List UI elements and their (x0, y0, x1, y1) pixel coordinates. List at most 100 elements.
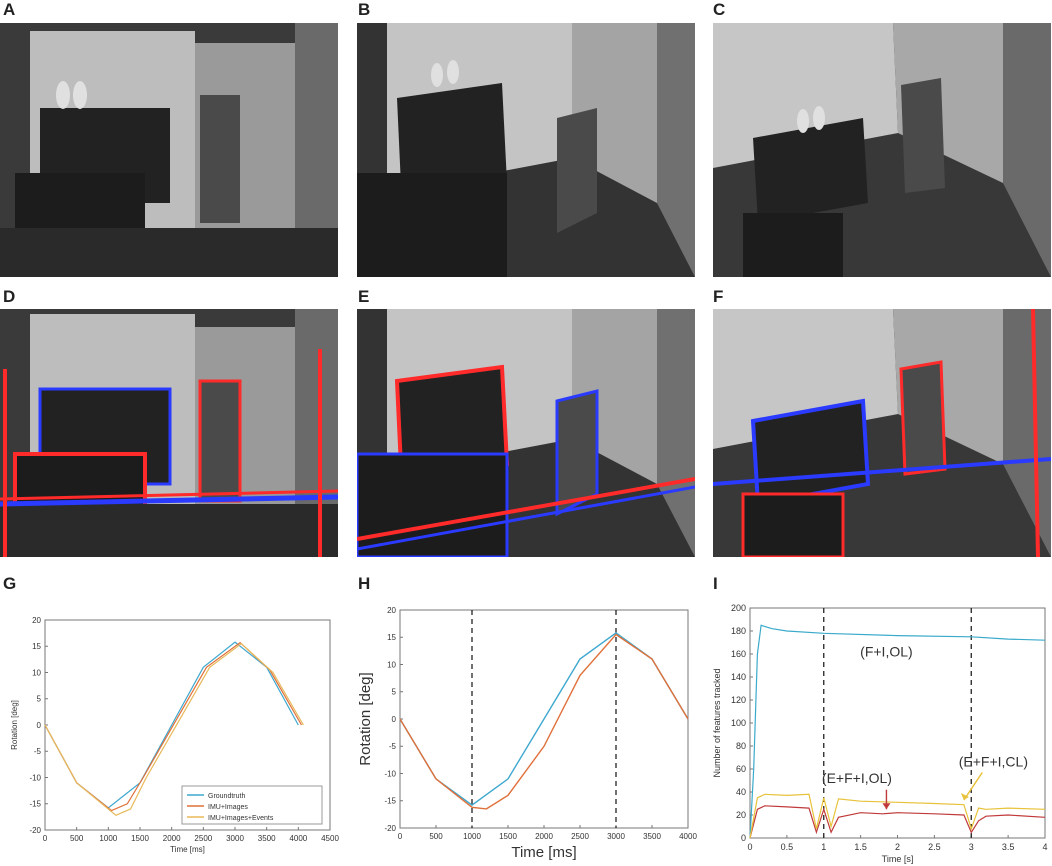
event-overlay-panel-f (713, 309, 1051, 557)
x-tick-label: 2000 (535, 832, 553, 841)
panel-label-c: C (713, 0, 726, 19)
y-tick-label: 120 (731, 695, 746, 705)
features-chart-i-svg: 0 0.5 1 1.5 2 2.5 3 3.5 402040608010012014016018… (712, 603, 1048, 864)
x-tick-label: 1.5 (854, 842, 867, 852)
x-tick-label: 3000 (226, 834, 244, 843)
y-tick-label: -15 (384, 797, 396, 806)
y-tick-label: -20 (29, 826, 41, 835)
x-tick-label: 0.5 (781, 842, 794, 852)
series-annotation-3: (E+F+I,CL) (959, 754, 1028, 770)
x-tick-label: 1000 (99, 834, 117, 843)
y-axis-label: Rotation [deg] (357, 672, 374, 765)
x-tick-label: 1 (821, 842, 826, 852)
y-axis-label: Rotation [deg] (10, 700, 19, 750)
x-axis-label: Time [ms] (511, 844, 576, 861)
rotation-chart-g: 0 500 1000 1500 2000 2500 3000 3500 4000 4500 -20 -… (0, 600, 340, 866)
x-tick-label: 0 (43, 834, 48, 843)
annotation-arrowhead-ol (882, 803, 891, 810)
plot-area (749, 607, 1046, 839)
y-tick-label: 140 (731, 672, 746, 682)
series-line-2 (399, 633, 689, 810)
x-tick-label: 2000 (163, 834, 181, 843)
x-axis-label: Time [s] (882, 854, 914, 864)
x-tick-label: 4000 (289, 834, 307, 843)
y-tick-label: 5 (392, 688, 397, 697)
panel-label-h: H (358, 574, 371, 593)
rotation-chart-h: 0 500 1000 1500 2000 2500 3000 3500 4000 -20 -15 -1… (357, 600, 697, 866)
event-overlay-panel-d (0, 309, 338, 557)
rotation-chart-g-svg: 0 500 1000 1500 2000 2500 3000 3500 4000 4500 -20 -… (10, 616, 339, 854)
series-line-3 (749, 793, 1046, 839)
event-overlay-panel-e (357, 309, 695, 557)
x-tick-label: 3500 (643, 832, 661, 841)
room-scene-b (357, 23, 695, 277)
x-tick-label: 500 (429, 832, 443, 841)
x-tick-label: 2500 (194, 834, 212, 843)
x-tick-label: 4000 (679, 832, 697, 841)
y-tick-label: 60 (736, 764, 746, 774)
y-tick-label: 15 (32, 642, 41, 651)
y-tick-label: 0 (741, 833, 746, 843)
y-tick-label: 10 (387, 660, 396, 669)
event-scene-f (713, 309, 1051, 557)
y-tick-label: 20 (387, 606, 396, 615)
y-tick-label: 80 (736, 741, 746, 751)
x-tick-label: 0 (398, 832, 403, 841)
legend-entry: Groundtruth (208, 793, 245, 800)
y-tick-label: -15 (29, 800, 41, 809)
legend-box (181, 785, 323, 825)
series-annotation-1: (F+I,OL) (860, 643, 913, 659)
y-tick-label: -10 (29, 773, 41, 782)
x-tick-label: 2500 (571, 832, 589, 841)
x-tick-label: 3000 (607, 832, 625, 841)
y-tick-label: 5 (37, 695, 42, 704)
x-tick-label: 1500 (131, 834, 149, 843)
annotation-arrow-cl (963, 772, 983, 801)
y-tick-label: -20 (384, 824, 396, 833)
y-tick-label: 0 (392, 715, 397, 724)
y-tick-label: -5 (34, 747, 42, 756)
x-tick-label: 0 (747, 842, 752, 852)
y-tick-label: 20 (736, 810, 746, 820)
y-tick-label: 200 (731, 603, 746, 613)
features-chart-i: 0 0.5 1 1.5 2 2.5 3 3.5 4 0 20 40 60 80 100 120 140 160 18… (705, 598, 1052, 866)
x-tick-label: 4500 (321, 834, 339, 843)
y-tick-label: 15 (387, 633, 396, 642)
series-annotation-2: (E+F+I,OL) (822, 770, 892, 786)
panel-label-a: A (3, 0, 16, 19)
x-tick-label: 4 (1042, 842, 1047, 852)
panel-label-b: B (358, 0, 371, 19)
x-tick-label: 1500 (499, 832, 517, 841)
room-scene-c (713, 23, 1051, 277)
panel-label-f: F (713, 287, 724, 306)
x-tick-label: 3500 (258, 834, 276, 843)
room-scene-a (0, 23, 338, 277)
x-tick-label: 2 (895, 842, 900, 852)
image-panel-b (357, 23, 695, 277)
y-tick-label: 160 (731, 649, 746, 659)
x-tick-label: 3.5 (1002, 842, 1015, 852)
y-tick-label: 20 (32, 616, 41, 625)
image-panel-c (713, 23, 1051, 277)
panel-label-e: E (358, 287, 370, 306)
x-tick-label: 3 (969, 842, 974, 852)
y-tick-label: 0 (37, 721, 42, 730)
x-axis-label: Time [ms] (170, 845, 205, 854)
series-line-2 (749, 805, 1046, 839)
x-tick-label: 2.5 (928, 842, 941, 852)
x-tick-label: 1000 (463, 832, 481, 841)
legend-entry: IMU+Images (208, 804, 248, 811)
y-tick-label: -5 (389, 742, 397, 751)
y-tick-label: 180 (731, 626, 746, 636)
panel-label-d: D (3, 287, 16, 306)
event-scene-d (0, 309, 338, 557)
y-axis-label: Number of features tracked (712, 668, 722, 777)
y-tick-label: 10 (32, 668, 41, 677)
x-tick-label: 500 (70, 834, 84, 843)
series-line-1 (749, 624, 1046, 839)
y-tick-label: 100 (731, 718, 746, 728)
annotation-arrowhead-cl (960, 793, 969, 801)
rotation-chart-h-svg: 0 500 1000 1500 2000 2500 3000 3500 4000 -20 -15 -1… (357, 606, 697, 861)
series-line-3 (44, 642, 304, 816)
image-panel-a (0, 23, 338, 277)
